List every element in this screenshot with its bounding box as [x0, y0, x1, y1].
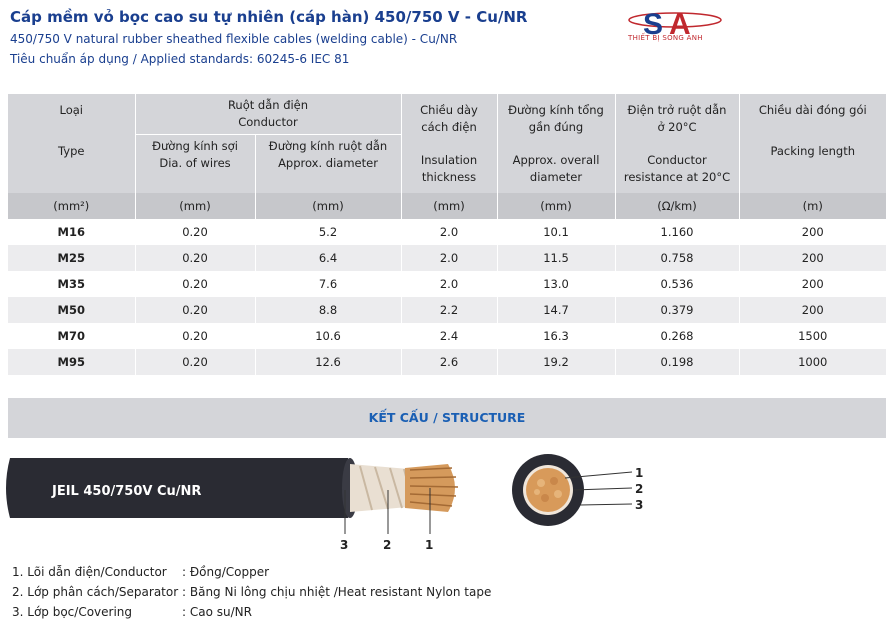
value-cell: 8.8: [254, 297, 401, 323]
value-cell: 13.0: [496, 271, 615, 297]
header-insulation: Chiều dày cách điện Insulation thickness: [400, 94, 497, 193]
header-overall-diameter: Đường kính tổng gần đúng Approx. overall…: [496, 94, 615, 193]
table-row: M25 0.20 6.4 2.0 11.5 0.758 200: [8, 245, 886, 271]
value-cell: 0.198: [614, 349, 739, 375]
value-cell: 0.20: [134, 219, 255, 245]
value-cell: 200: [738, 271, 886, 297]
table-header-row: Loại Type Ruột dẫn điện Conductor Chiều …: [8, 94, 886, 193]
table-units-row: (mm²) (mm) (mm) (mm) (mm) (Ω/km) (m): [8, 193, 886, 219]
value-cell: 2.0: [400, 245, 497, 271]
value-cell: 6.4: [254, 245, 401, 271]
value-cell: 10.6: [254, 323, 401, 349]
value-cell: 7.6: [254, 271, 401, 297]
side-number-3: 3: [340, 538, 349, 552]
value-cell: 5.2: [254, 219, 401, 245]
header-packing-length: Chiều dài đóng gói Packing length: [738, 94, 886, 193]
cable-sheath: [6, 458, 353, 518]
value-cell: 2.6: [400, 349, 497, 375]
unit-cell: (mm): [254, 193, 401, 219]
header-conductor: Ruột dẫn điện Conductor: [134, 94, 401, 135]
header-conductor-diameter: Đường kính ruột dẫn Approx. diameter: [254, 134, 401, 193]
section-number-3: 3: [635, 498, 644, 512]
value-cell: 200: [738, 245, 886, 271]
applied-standards: Tiêu chuẩn áp dụng / Applied standards: …: [10, 52, 350, 66]
value-cell: 200: [738, 219, 886, 245]
value-cell: 0.20: [134, 323, 255, 349]
legend-item: 1. Lõi dẫn điện/Conductor: Đồng/Copper: [12, 565, 270, 579]
value-cell: 1000: [738, 349, 886, 375]
value-cell: 2.4: [400, 323, 497, 349]
page-subtitle: 450/750 V natural rubber sheathed flexib…: [10, 32, 458, 46]
unit-cell: (Ω/km): [614, 193, 739, 219]
unit-cell: (mm): [496, 193, 615, 219]
value-cell: 0.20: [134, 245, 255, 271]
type-cell: M95: [8, 349, 135, 375]
value-cell: 14.7: [496, 297, 615, 323]
side-number-2: 2: [383, 538, 392, 552]
unit-cell: (mm): [134, 193, 255, 219]
cable-spec-table: Loại Type Ruột dẫn điện Conductor Chiều …: [8, 94, 886, 375]
structure-heading: KẾT CẤU / STRUCTURE: [8, 398, 886, 438]
value-cell: 11.5: [496, 245, 615, 271]
header-resistance: Điện trở ruột dẫn ở 20°C Conductor resis…: [614, 94, 739, 193]
value-cell: 200: [738, 297, 886, 323]
table-row: M35 0.20 7.6 2.0 13.0 0.536 200: [8, 271, 886, 297]
type-cell: M50: [8, 297, 135, 323]
unit-cell: (m): [738, 193, 886, 219]
cable-illustration: [6, 454, 633, 534]
side-number-1: 1: [425, 538, 434, 552]
value-cell: 12.6: [254, 349, 401, 375]
section-number-2: 2: [635, 482, 644, 496]
unit-cell: (mm): [400, 193, 497, 219]
value-cell: 16.3: [496, 323, 615, 349]
type-cell: M35: [8, 271, 135, 297]
value-cell: 0.20: [134, 271, 255, 297]
legend-item: 2. Lớp phân cách/Separator: Băng Ni lông…: [12, 585, 492, 599]
header-type: Loại Type: [58, 103, 85, 158]
value-cell: 2.2: [400, 297, 497, 323]
type-cell: M70: [8, 323, 135, 349]
value-cell: 0.379: [614, 297, 739, 323]
cable-print-label: JEIL 450/750V Cu/NR: [52, 484, 202, 499]
table-row: M50 0.20 8.8 2.2 14.7 0.379 200: [8, 297, 886, 323]
value-cell: 1.160: [614, 219, 739, 245]
type-cell: M16: [8, 219, 135, 245]
value-cell: 10.1: [496, 219, 615, 245]
value-cell: 2.0: [400, 219, 497, 245]
legend-item: 3. Lớp bọc/Covering: Cao su/NR: [12, 605, 252, 619]
page-title: Cáp mềm vỏ bọc cao su tự nhiên (cáp hàn)…: [10, 8, 528, 26]
value-cell: 0.536: [614, 271, 739, 297]
type-cell: M25: [8, 245, 135, 271]
svg-text:A: A: [669, 8, 691, 41]
logo-subtitle: THIẾT BỊ SONG ANH: [628, 34, 703, 42]
separator-tape: [350, 464, 420, 512]
unit-cell: (mm²): [8, 193, 135, 219]
value-cell: 0.758: [614, 245, 739, 271]
svg-text:S: S: [643, 8, 663, 41]
table-row: M70 0.20 10.6 2.4 16.3 0.268 1500: [8, 323, 886, 349]
table-row: M95 0.20 12.6 2.6 19.2 0.198 1000: [8, 349, 886, 375]
value-cell: 0.268: [614, 323, 739, 349]
song-anh-logo: S A: [628, 8, 722, 41]
table-row: M16 0.20 5.2 2.0 10.1 1.160 200: [8, 219, 886, 245]
value-cell: 19.2: [496, 349, 615, 375]
section-conductor: [526, 468, 570, 512]
value-cell: 0.20: [134, 349, 255, 375]
section-number-1: 1: [635, 466, 644, 480]
value-cell: 0.20: [134, 297, 255, 323]
value-cell: 1500: [738, 323, 886, 349]
header-wire-diameter: Đường kính sợi Dia. of wires: [134, 134, 255, 193]
value-cell: 2.0: [400, 271, 497, 297]
